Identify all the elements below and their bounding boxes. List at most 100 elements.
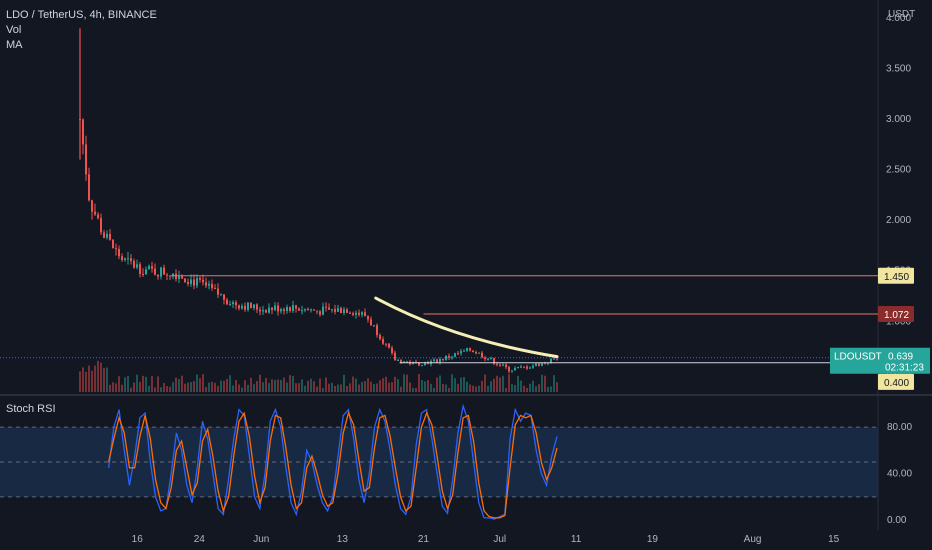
volume-bar <box>433 387 435 392</box>
volume-bar <box>511 384 513 392</box>
candle-body <box>400 359 402 363</box>
candle-body <box>148 266 150 270</box>
candle-body <box>526 366 528 369</box>
volume-bar <box>388 382 390 392</box>
volume-bar <box>493 378 495 392</box>
volume-bar <box>322 387 324 392</box>
volume-bar <box>187 382 189 392</box>
volume-bar <box>331 382 333 392</box>
chart-legend: LDO / TetherUS, 4h, BINANCE Vol MA <box>6 8 157 53</box>
candle-body <box>397 359 399 361</box>
candle-body <box>202 279 204 283</box>
candle-body <box>181 276 183 279</box>
candle-body <box>226 299 228 305</box>
candle-body <box>325 306 327 308</box>
x-tick-label: 21 <box>418 534 430 545</box>
volume-bar <box>466 381 468 392</box>
candle-body <box>421 365 423 367</box>
candle-body <box>379 335 381 339</box>
candle-body <box>310 309 312 311</box>
volume-bar <box>508 374 510 392</box>
candle-body <box>85 144 87 175</box>
y-tick-label: 3.500 <box>886 64 911 75</box>
candle-body <box>406 361 408 363</box>
candle-body <box>133 260 135 268</box>
level-label-1072: 1.072 <box>884 310 909 321</box>
volume-bar <box>340 384 342 392</box>
last-price-box <box>830 347 930 374</box>
ma-indicator-label[interactable]: MA <box>6 39 23 51</box>
volume-bar <box>205 386 207 392</box>
volume-bar <box>385 376 387 392</box>
candle-body <box>493 358 495 364</box>
vol-indicator-label[interactable]: Vol <box>6 24 22 36</box>
candle-body <box>358 312 360 315</box>
rsi-title[interactable]: Stoch RSI <box>6 403 56 415</box>
candle-body <box>124 258 126 261</box>
candle-body <box>208 283 210 286</box>
candle-body <box>163 267 165 275</box>
candle-body <box>271 307 273 311</box>
volume-bar <box>274 379 276 392</box>
level-label-0400: 0.400 <box>884 378 909 389</box>
candle-body <box>343 309 345 313</box>
last-price-value: 0.639 <box>888 352 913 363</box>
candle-body <box>142 273 144 275</box>
volume-bar <box>211 381 213 392</box>
candle-body <box>112 239 114 249</box>
volume-bar <box>208 382 210 392</box>
volume-bar <box>301 379 303 392</box>
volume-bar <box>253 384 255 392</box>
candle-body <box>514 368 516 371</box>
volume-bar <box>400 386 402 392</box>
volume-bar <box>454 378 456 392</box>
x-tick-label: 11 <box>571 534 582 545</box>
volume-bar <box>403 374 405 392</box>
candle-body <box>166 274 168 276</box>
volume-bar <box>154 387 156 392</box>
candle-body <box>118 248 120 257</box>
candle-body <box>286 307 288 311</box>
volume-bar <box>160 387 162 392</box>
candle-body <box>394 352 396 361</box>
volume-bar <box>166 386 168 392</box>
candle-body <box>457 353 459 355</box>
volume-bar <box>241 387 243 392</box>
candle-body <box>541 362 543 366</box>
volume-bar <box>184 383 186 392</box>
volume-bar <box>169 386 171 392</box>
volume-bar <box>190 382 192 392</box>
candle-body <box>451 356 453 358</box>
volume-bar <box>106 367 108 392</box>
volume-bar <box>178 379 180 392</box>
candle-body <box>178 276 180 279</box>
volume-bar <box>442 383 444 392</box>
last-price-symbol: LDOUSDT <box>834 352 882 363</box>
candle-body <box>550 358 552 363</box>
candle-body <box>484 357 486 360</box>
volume-bar <box>346 385 348 392</box>
candle-body <box>553 358 555 360</box>
candle-body <box>235 302 237 306</box>
x-tick-label: Aug <box>744 534 762 545</box>
candle-body <box>94 211 96 215</box>
candle-body <box>220 294 222 296</box>
volume-bar <box>502 375 504 392</box>
volume-bar <box>532 380 534 392</box>
volume-bar <box>127 375 129 392</box>
candle-body <box>334 309 336 312</box>
volume-bar <box>79 371 81 392</box>
candle-body <box>337 308 339 312</box>
candle-body <box>262 310 264 312</box>
candle-body <box>244 305 246 310</box>
x-tick-label: Jun <box>253 534 269 545</box>
candle-body <box>331 309 333 311</box>
volume-bar <box>271 379 273 392</box>
candle-body <box>250 302 252 308</box>
candle-body <box>475 352 477 354</box>
volume-bar <box>142 375 144 392</box>
volume-bar <box>556 382 558 392</box>
candle-body <box>214 288 216 290</box>
volume-bar <box>406 374 408 392</box>
